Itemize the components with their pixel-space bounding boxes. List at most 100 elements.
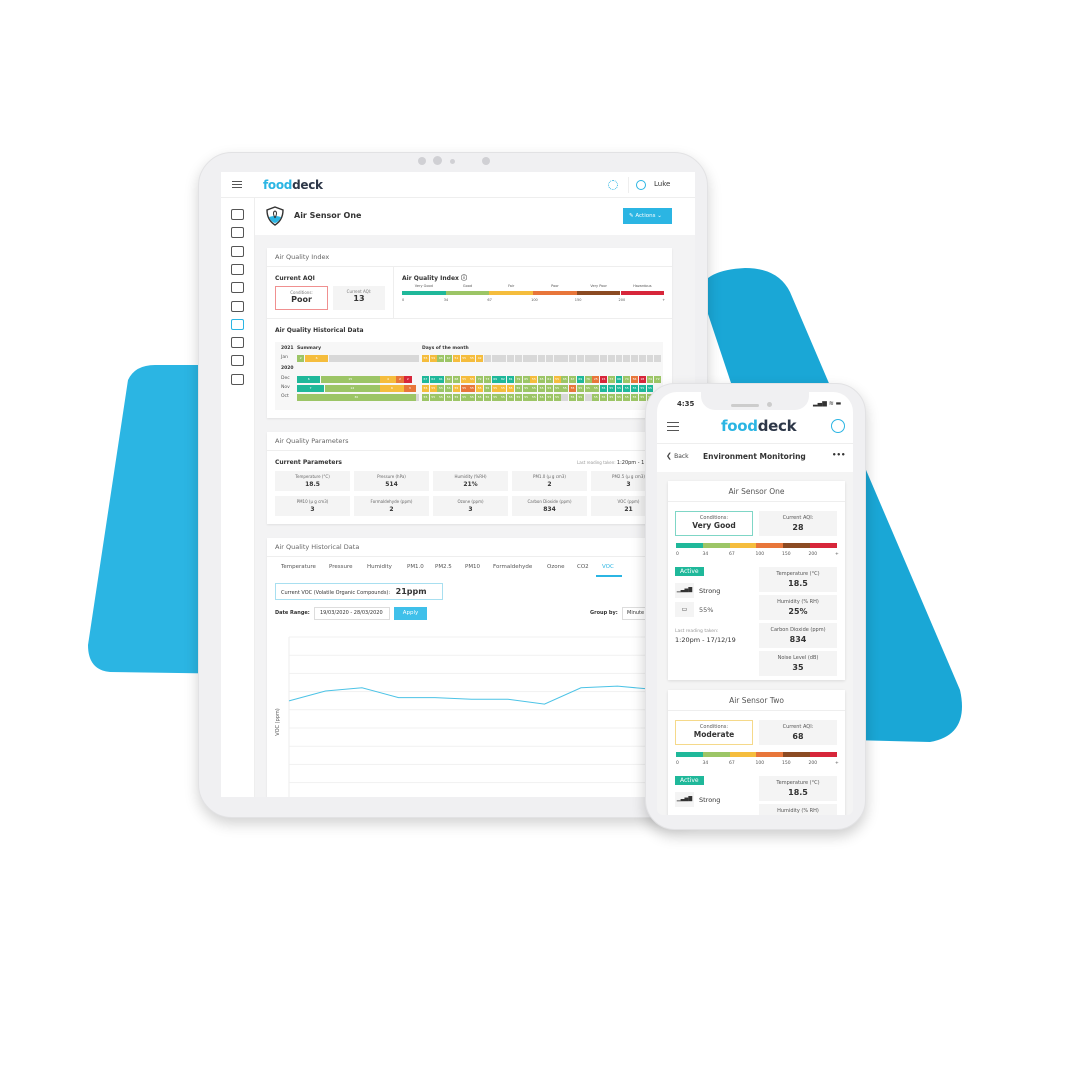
equipment-icon[interactable] xyxy=(231,300,244,312)
day-cell[interactable]: 55 xyxy=(623,385,631,392)
day-cell[interactable]: 73 xyxy=(607,376,615,383)
day-cell[interactable]: 55 xyxy=(514,394,522,401)
logo[interactable]: fooddeck xyxy=(721,417,797,435)
day-cell[interactable]: 55 xyxy=(514,385,522,392)
day-cell[interactable]: 55 xyxy=(592,394,600,401)
day-cell[interactable]: 18 xyxy=(638,376,646,383)
day-cell[interactable]: 73 xyxy=(483,376,491,383)
summary-bar[interactable]: 30 xyxy=(297,394,416,401)
day-cell[interactable]: 61 xyxy=(437,376,445,383)
day-cell[interactable]: 55 xyxy=(538,394,546,401)
day-cell[interactable]: 74 xyxy=(646,376,654,383)
sensor-card[interactable]: Air Sensor One Conditions: Very Good Curren… xyxy=(668,481,845,680)
day-cell[interactable]: 55 xyxy=(553,376,561,383)
day-cell[interactable]: 82 xyxy=(499,376,507,383)
day-cell[interactable]: 65 xyxy=(522,376,530,383)
day-cell[interactable]: 55 xyxy=(615,394,623,401)
day-cell[interactable]: 55 xyxy=(522,385,530,392)
day-cell[interactable]: 55 xyxy=(429,385,437,392)
day-cell[interactable]: 55 xyxy=(607,385,615,392)
day-cell[interactable] xyxy=(654,355,662,362)
summary-bar[interactable]: 7 xyxy=(297,385,325,392)
day-cell[interactable]: 55 xyxy=(476,394,484,401)
day-cell[interactable] xyxy=(522,355,530,362)
day-cell[interactable] xyxy=(553,355,561,362)
day-cell[interactable]: 56 xyxy=(631,376,638,383)
day-cell[interactable]: 55 xyxy=(460,376,468,383)
tab-pressure[interactable]: Pressure xyxy=(329,564,353,570)
day-cell[interactable]: 55 xyxy=(483,385,491,392)
training-icon[interactable] xyxy=(231,373,244,385)
day-cell[interactable]: 55 xyxy=(638,385,646,392)
dashboard-icon[interactable] xyxy=(231,209,244,220)
day-cell[interactable]: 55 xyxy=(545,394,553,401)
day-cell[interactable]: 81 xyxy=(507,376,515,383)
day-cell[interactable]: 74 xyxy=(623,376,631,383)
day-cell[interactable] xyxy=(545,355,553,362)
day-cell[interactable]: 55 xyxy=(553,385,561,392)
tab-pm10[interactable]: PM10 xyxy=(465,564,481,570)
logo[interactable]: fooddeck xyxy=(263,178,323,192)
users-icon[interactable] xyxy=(231,355,244,367)
day-cell[interactable] xyxy=(514,355,522,362)
day-cell[interactable]: 55 xyxy=(600,394,607,401)
day-cell[interactable]: 55 xyxy=(530,376,538,383)
day-cell[interactable] xyxy=(584,355,592,362)
day-cell[interactable]: 55 xyxy=(553,394,561,401)
day-cell[interactable]: 65 xyxy=(538,376,546,383)
day-cell[interactable]: 55 xyxy=(530,394,538,401)
day-cell[interactable]: 55 xyxy=(452,394,460,401)
day-cell[interactable] xyxy=(491,355,499,362)
day-cell[interactable]: 55 xyxy=(507,385,515,392)
day-cell[interactable]: 55 xyxy=(468,394,476,401)
day-cell[interactable]: 25 xyxy=(592,376,600,383)
more-options-button[interactable]: ••• xyxy=(832,451,846,459)
summary-bar[interactable]: 2 xyxy=(404,376,412,383)
day-cell[interactable] xyxy=(615,355,623,362)
day-cell[interactable]: 55 xyxy=(631,385,638,392)
info-icon[interactable]: ⓘ xyxy=(460,275,467,282)
day-cell[interactable]: 66 xyxy=(615,376,623,383)
day-cell[interactable] xyxy=(483,355,491,362)
apply-button[interactable]: Apply xyxy=(394,607,427,620)
tab-pm25[interactable]: PM2.5 xyxy=(435,564,452,570)
day-cell[interactable]: 42 xyxy=(476,355,484,362)
day-cell[interactable]: 67 xyxy=(569,376,577,383)
day-cell[interactable]: 55 xyxy=(460,355,468,362)
day-cell[interactable]: 55 xyxy=(569,385,577,392)
day-cell[interactable]: 55 xyxy=(445,385,453,392)
user-name[interactable]: Luke xyxy=(654,180,671,188)
summary-bar[interactable]: 3 xyxy=(404,385,416,392)
day-cell[interactable]: 55 xyxy=(561,385,569,392)
summary-bar[interactable]: 15 xyxy=(320,376,380,383)
menu-icon[interactable] xyxy=(232,181,242,188)
day-cell[interactable]: 55 xyxy=(437,394,445,401)
day-cell[interactable]: 61 xyxy=(545,376,553,383)
user-icon[interactable] xyxy=(636,180,646,190)
tab-humidity[interactable]: Humidity xyxy=(367,564,392,570)
day-cell[interactable] xyxy=(561,355,569,362)
day-cell[interactable]: 55 xyxy=(545,385,553,392)
summary-bar[interactable]: 6 xyxy=(304,355,329,362)
day-cell[interactable]: 55 xyxy=(576,385,584,392)
day-cell[interactable] xyxy=(576,355,584,362)
day-cell[interactable]: 55 xyxy=(615,385,623,392)
day-cell[interactable]: 55 xyxy=(592,385,600,392)
day-cell[interactable]: 55 xyxy=(491,385,499,392)
day-cell[interactable]: 67 xyxy=(422,376,429,383)
day-cell[interactable]: 65 xyxy=(561,376,569,383)
summary-bar[interactable] xyxy=(328,355,420,362)
back-button[interactable]: ❮ Back xyxy=(666,452,689,460)
summary-bar[interactable]: 2 xyxy=(396,376,404,383)
day-cell[interactable]: 55 xyxy=(530,385,538,392)
day-cell[interactable]: 72 xyxy=(654,376,662,383)
day-cell[interactable]: 55 xyxy=(476,385,484,392)
day-cell[interactable]: 55 xyxy=(422,394,429,401)
day-cell[interactable]: 55 xyxy=(607,394,615,401)
day-cell[interactable] xyxy=(592,355,600,362)
day-cell[interactable]: 55 xyxy=(445,394,453,401)
day-cell[interactable] xyxy=(584,394,592,401)
summary-bar[interactable] xyxy=(416,394,420,401)
documents-icon[interactable] xyxy=(231,337,244,349)
day-cell[interactable]: 55 xyxy=(460,394,468,401)
